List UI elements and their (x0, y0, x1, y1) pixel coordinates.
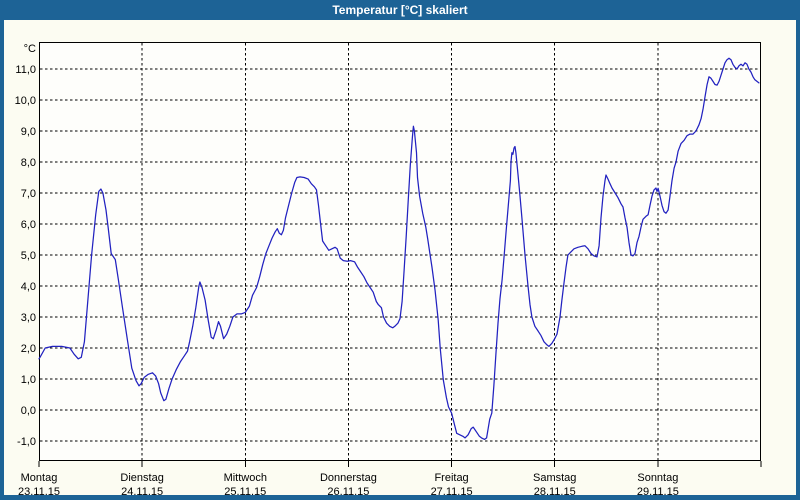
x-day-date-label: 23.11.15 (18, 486, 60, 498)
y-tick-label: 3,0 (21, 312, 36, 324)
y-tick-label: 11,0 (15, 64, 36, 76)
y-axis-unit-label: °C (24, 43, 36, 55)
x-day-name-label: Donnerstag (320, 472, 377, 484)
x-day-date-label: 25.11.15 (224, 486, 266, 498)
x-day-date-label: 26.11.15 (327, 486, 369, 498)
x-day-name-label: Dienstag (120, 472, 163, 484)
x-day-name-label: Mittwoch (224, 472, 267, 484)
x-day-name-label: Freitag (434, 472, 468, 484)
y-tick-label: 7,0 (21, 188, 36, 200)
window-border-left (0, 20, 4, 500)
window-titlebar[interactable]: Temperatur [°C] skaliert (0, 0, 800, 20)
window-border-right (796, 20, 800, 500)
temperature-series-line (38, 57, 760, 441)
y-tick-label: 2,0 (21, 343, 36, 355)
y-tick-label: 0,0 (21, 405, 36, 417)
plot-area (39, 42, 761, 461)
y-tick-label: 6,0 (21, 219, 36, 231)
y-tick-label: 10,0 (15, 95, 36, 107)
y-tick-label: 8,0 (21, 157, 36, 169)
y-tick-label: 4,0 (21, 281, 36, 293)
y-tick-label: 5,0 (21, 250, 36, 262)
y-tick-label: 1,0 (21, 374, 36, 386)
x-day-name-label: Montag (21, 472, 58, 484)
y-tick-label: 9,0 (21, 126, 36, 138)
plot-border (39, 42, 761, 461)
x-day-date-label: 27.11.15 (431, 486, 473, 498)
x-day-date-label: 29.11.15 (637, 486, 679, 498)
x-day-name-label: Sonntag (637, 472, 678, 484)
x-day-date-label: 28.11.15 (534, 486, 576, 498)
x-day-date-label: 24.11.15 (121, 486, 163, 498)
x-day-name-label: Samstag (533, 472, 576, 484)
window-title: Temperatur [°C] skaliert (332, 3, 468, 17)
window-border-bottom (0, 495, 800, 500)
y-tick-label: -1,0 (17, 436, 36, 448)
